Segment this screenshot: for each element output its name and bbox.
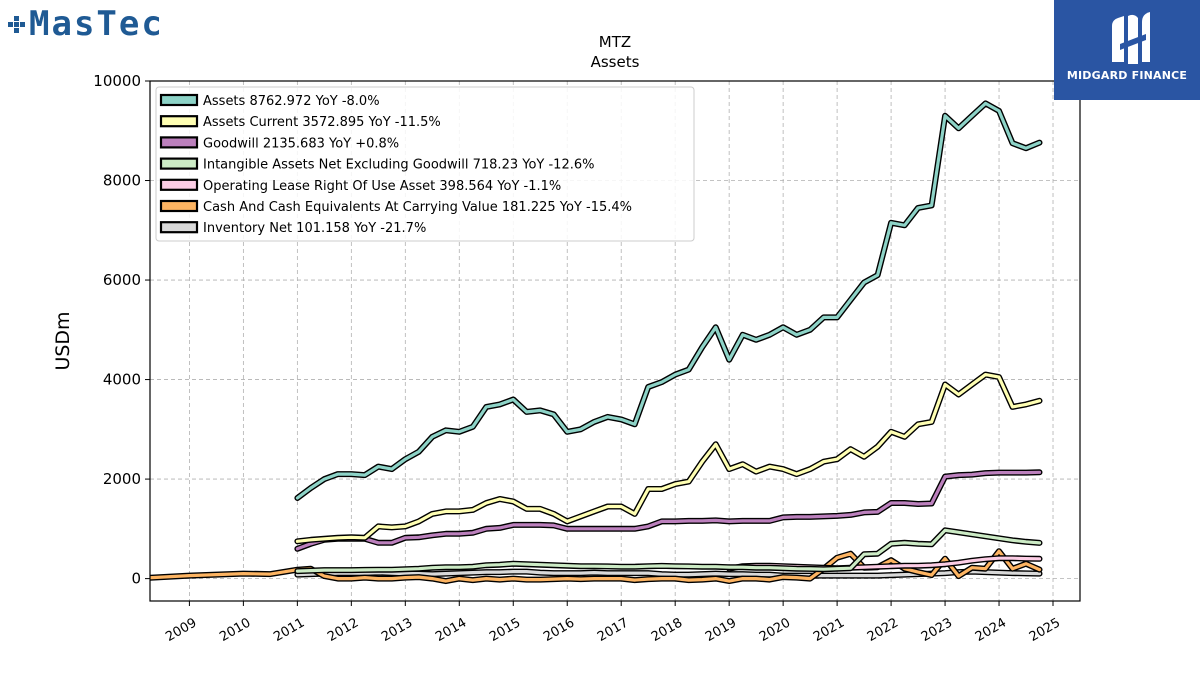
x-tick-label: 2011 (271, 615, 307, 645)
series-line-goodwill (295, 470, 1042, 551)
series-line-intangible-assets-net-excluding-goodwill (295, 528, 1042, 573)
legend-entry: Goodwill 2135.683 YoY +0.8% (159, 136, 399, 151)
y-tick-label: 8000 (103, 172, 141, 190)
chart-title: MTZ (599, 33, 631, 51)
legend-label: Intangible Assets Net Excluding Goodwill… (203, 158, 594, 173)
x-tick-label: 2009 (163, 615, 199, 645)
x-tick-label: 2015 (487, 615, 523, 645)
x-tick-label: 2014 (433, 615, 469, 645)
legend-swatch (159, 115, 199, 128)
legend-entry: Cash And Cash Equivalents At Carrying Va… (159, 199, 632, 215)
x-tick-label: 2018 (649, 615, 685, 645)
y-tick-label: 4000 (103, 371, 141, 389)
series-line-assets-current (295, 373, 1042, 543)
series-lines (150, 100, 1043, 585)
midgard-finance-logo: MIDGARD FINANCE (1054, 0, 1200, 100)
x-tick-label: 2021 (811, 615, 847, 645)
x-tick-label: 2023 (919, 615, 955, 645)
legend-swatch (159, 157, 199, 170)
y-tick-label: 2000 (103, 470, 141, 488)
x-tick-label: 2022 (865, 615, 901, 645)
legend: Assets 8762.972 YoY -8.0% Assets Current … (155, 86, 695, 242)
y-tick-label: 10000 (93, 72, 141, 90)
legend-entry: Operating Lease Right Of Use Asset 398.5… (159, 178, 561, 194)
x-tick-label: 2025 (1027, 615, 1063, 645)
legend-entry: Inventory Net 101.158 YoY -21.7% (159, 221, 426, 236)
legend-swatch (159, 199, 199, 213)
legend-label: Operating Lease Right Of Use Asset 398.5… (203, 179, 561, 194)
legend-swatch (159, 221, 199, 234)
x-tick-label: 2012 (325, 615, 361, 645)
legend-box (155, 86, 695, 242)
midgard-finance-logo-text: MIDGARD FINANCE (1066, 69, 1188, 82)
legend-swatch (159, 136, 199, 149)
legend-label: Assets 8762.972 YoY -8.0% (203, 94, 380, 109)
x-tick-label: 2016 (541, 615, 577, 645)
chart-subtitle: Assets (591, 53, 640, 71)
legend-entry: Assets Current 3572.895 YoY -11.5% (159, 115, 441, 130)
x-tick-label: 2024 (973, 615, 1009, 645)
x-axis-ticks: 2009 2010 2011 2012 2013 2014 2015 2016 2017 2018… (163, 601, 1063, 645)
x-tick-label: 2020 (757, 615, 793, 645)
x-tick-label: 2017 (595, 615, 631, 645)
legend-label: Inventory Net 101.158 YoY -21.7% (203, 221, 426, 236)
legend-label: Assets Current 3572.895 YoY -11.5% (203, 115, 441, 130)
midgard-emblem-icon (1112, 12, 1150, 64)
legend-swatch (159, 93, 199, 107)
y-tick-label: 6000 (103, 271, 141, 289)
legend-label: Goodwill 2135.683 YoY +0.8% (203, 136, 399, 151)
y-axis-label: USDm (52, 311, 74, 370)
series-group (150, 100, 1043, 585)
x-tick-label: 2010 (217, 615, 253, 645)
legend-entry: Intangible Assets Net Excluding Goodwill… (159, 157, 594, 173)
mastec-logo-text: MasTec (29, 4, 164, 44)
x-tick-label: 2019 (703, 615, 739, 645)
series-line-cash-and-cash-equivalents-at-carrying-value (150, 549, 1042, 583)
legend-label: Cash And Cash Equivalents At Carrying Va… (203, 200, 632, 215)
legend-entry: Assets 8762.972 YoY -8.0% (159, 93, 380, 109)
y-tick-label: 0 (131, 570, 141, 588)
series-line-assets (295, 101, 1042, 500)
x-tick-label: 2013 (379, 615, 415, 645)
y-axis-ticks: 0 2000 4000 6000 8000 10000 (93, 72, 150, 588)
plot-frame (149, 80, 1081, 602)
logo-dots-icon (8, 15, 25, 33)
mastec-logo: MasTec (8, 4, 164, 44)
legend-swatch (159, 178, 199, 191)
